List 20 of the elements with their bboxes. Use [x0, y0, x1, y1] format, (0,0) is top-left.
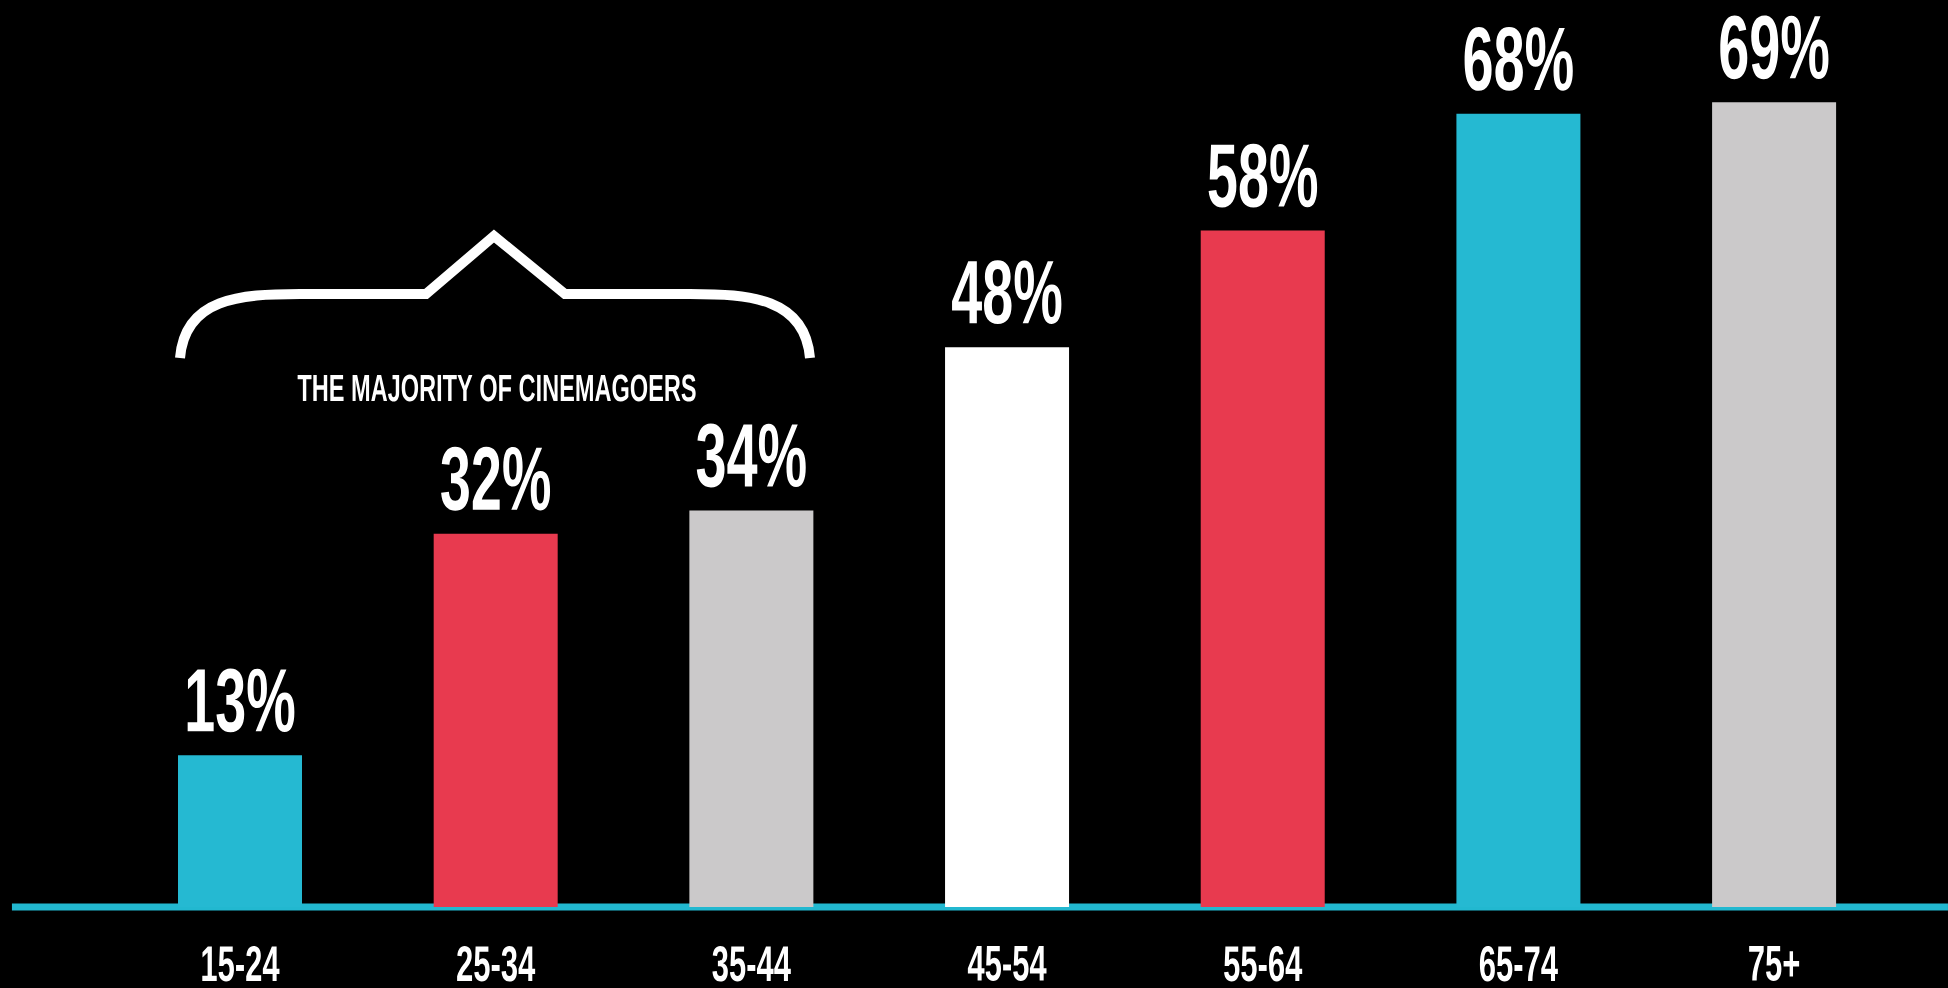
x-tick-label: 45-54 [967, 946, 1047, 981]
data-label: 58% [1208, 143, 1318, 208]
data-label: 13% [187, 668, 295, 733]
bar [1200, 230, 1325, 907]
data-label: 69% [1720, 15, 1829, 80]
x-tick-label: 65-74 [1479, 946, 1558, 982]
bar [689, 510, 814, 907]
data-label: 32% [441, 446, 551, 511]
bar [945, 347, 1070, 907]
annotation: THE MAJORITY OF CINEMAGOERS [297, 374, 696, 402]
x-tick-label: 75+ [1749, 946, 1800, 981]
data-label: 68% [1464, 27, 1573, 91]
x-tick-label: 35-44 [712, 946, 791, 982]
bar [433, 533, 558, 907]
data-label: 34% [696, 423, 806, 488]
x-tick-label: 15-24 [202, 946, 280, 982]
x-tick-label: 55-64 [1224, 946, 1303, 982]
bar [1712, 102, 1837, 907]
x-tick-label: 25-34 [457, 946, 536, 982]
data-label: 48% [952, 260, 1062, 325]
